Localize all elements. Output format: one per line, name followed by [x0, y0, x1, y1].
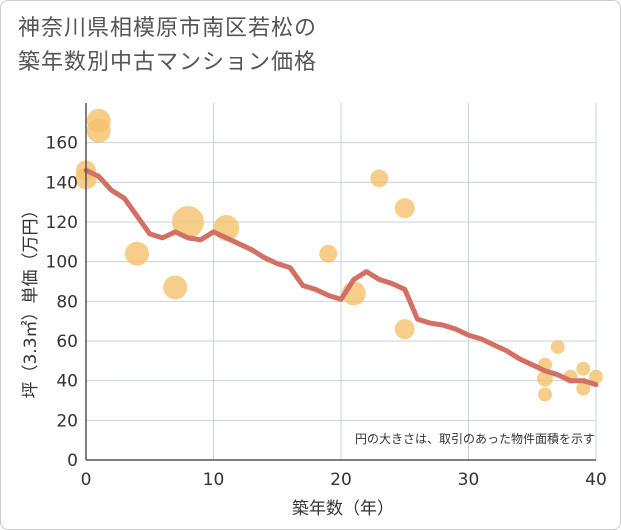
x-tick-label-20: 20 — [330, 470, 352, 490]
chart-title: 神奈川県相模原市南区若松の 築年数別中古マンション価格 — [18, 12, 317, 80]
axes — [85, 103, 596, 461]
bubble-point-10 — [370, 169, 389, 188]
bubble-size-note: 円の大きさは、取引のあった物件面積を示す — [355, 431, 595, 446]
x-axis-title: 築年数（年） — [292, 499, 394, 519]
x-tick-label-30: 30 — [458, 470, 480, 490]
bubble-point-14 — [537, 370, 553, 387]
y-tick-label-100: 100 — [46, 253, 78, 273]
y-tick-label-160: 160 — [46, 134, 78, 154]
chart-title-line-2: 築年数別中古マンション価格 — [18, 50, 318, 75]
bubble-point-20 — [589, 369, 603, 384]
y-tick-label-60: 60 — [56, 332, 78, 352]
bubble-point-8 — [319, 244, 338, 263]
bubble-point-16 — [550, 339, 565, 354]
trend-series — [83, 167, 599, 388]
tick-labels: 0 20 40 60 80 100 120 140 160 0 10 20 30 40 — [46, 134, 607, 490]
y-axis-title: 坪（3.3㎡）単価（万円） — [21, 201, 41, 398]
grid-lines — [86, 103, 597, 460]
y-tick-label-40: 40 — [56, 372, 78, 392]
bubble-point-3 — [86, 118, 111, 143]
x-tick-label-40: 40 — [585, 470, 607, 490]
bubble-point-15 — [538, 387, 552, 402]
bubble-point-6 — [172, 206, 204, 238]
y-tick-label-80: 80 — [56, 292, 78, 312]
chart-title-line-1: 神奈川県相模原市南区若松の — [18, 16, 318, 41]
x-tick-label-10: 10 — [203, 470, 225, 490]
y-tick-label-20: 20 — [56, 411, 78, 431]
bubble-point-11 — [394, 198, 415, 219]
y-tick-label-0: 0 — [67, 451, 78, 471]
bubble-point-4 — [125, 241, 149, 266]
trend-line — [83, 167, 599, 388]
bubble-point-19 — [576, 381, 591, 396]
bubble-series — [75, 108, 603, 402]
y-tick-label-120: 120 — [46, 213, 78, 233]
x-tick-label-0: 0 — [81, 470, 92, 490]
bubble-point-12 — [394, 319, 415, 340]
y-tick-label-140: 140 — [46, 173, 78, 193]
bubble-point-5 — [163, 275, 188, 300]
bubble-point-18 — [576, 361, 591, 376]
